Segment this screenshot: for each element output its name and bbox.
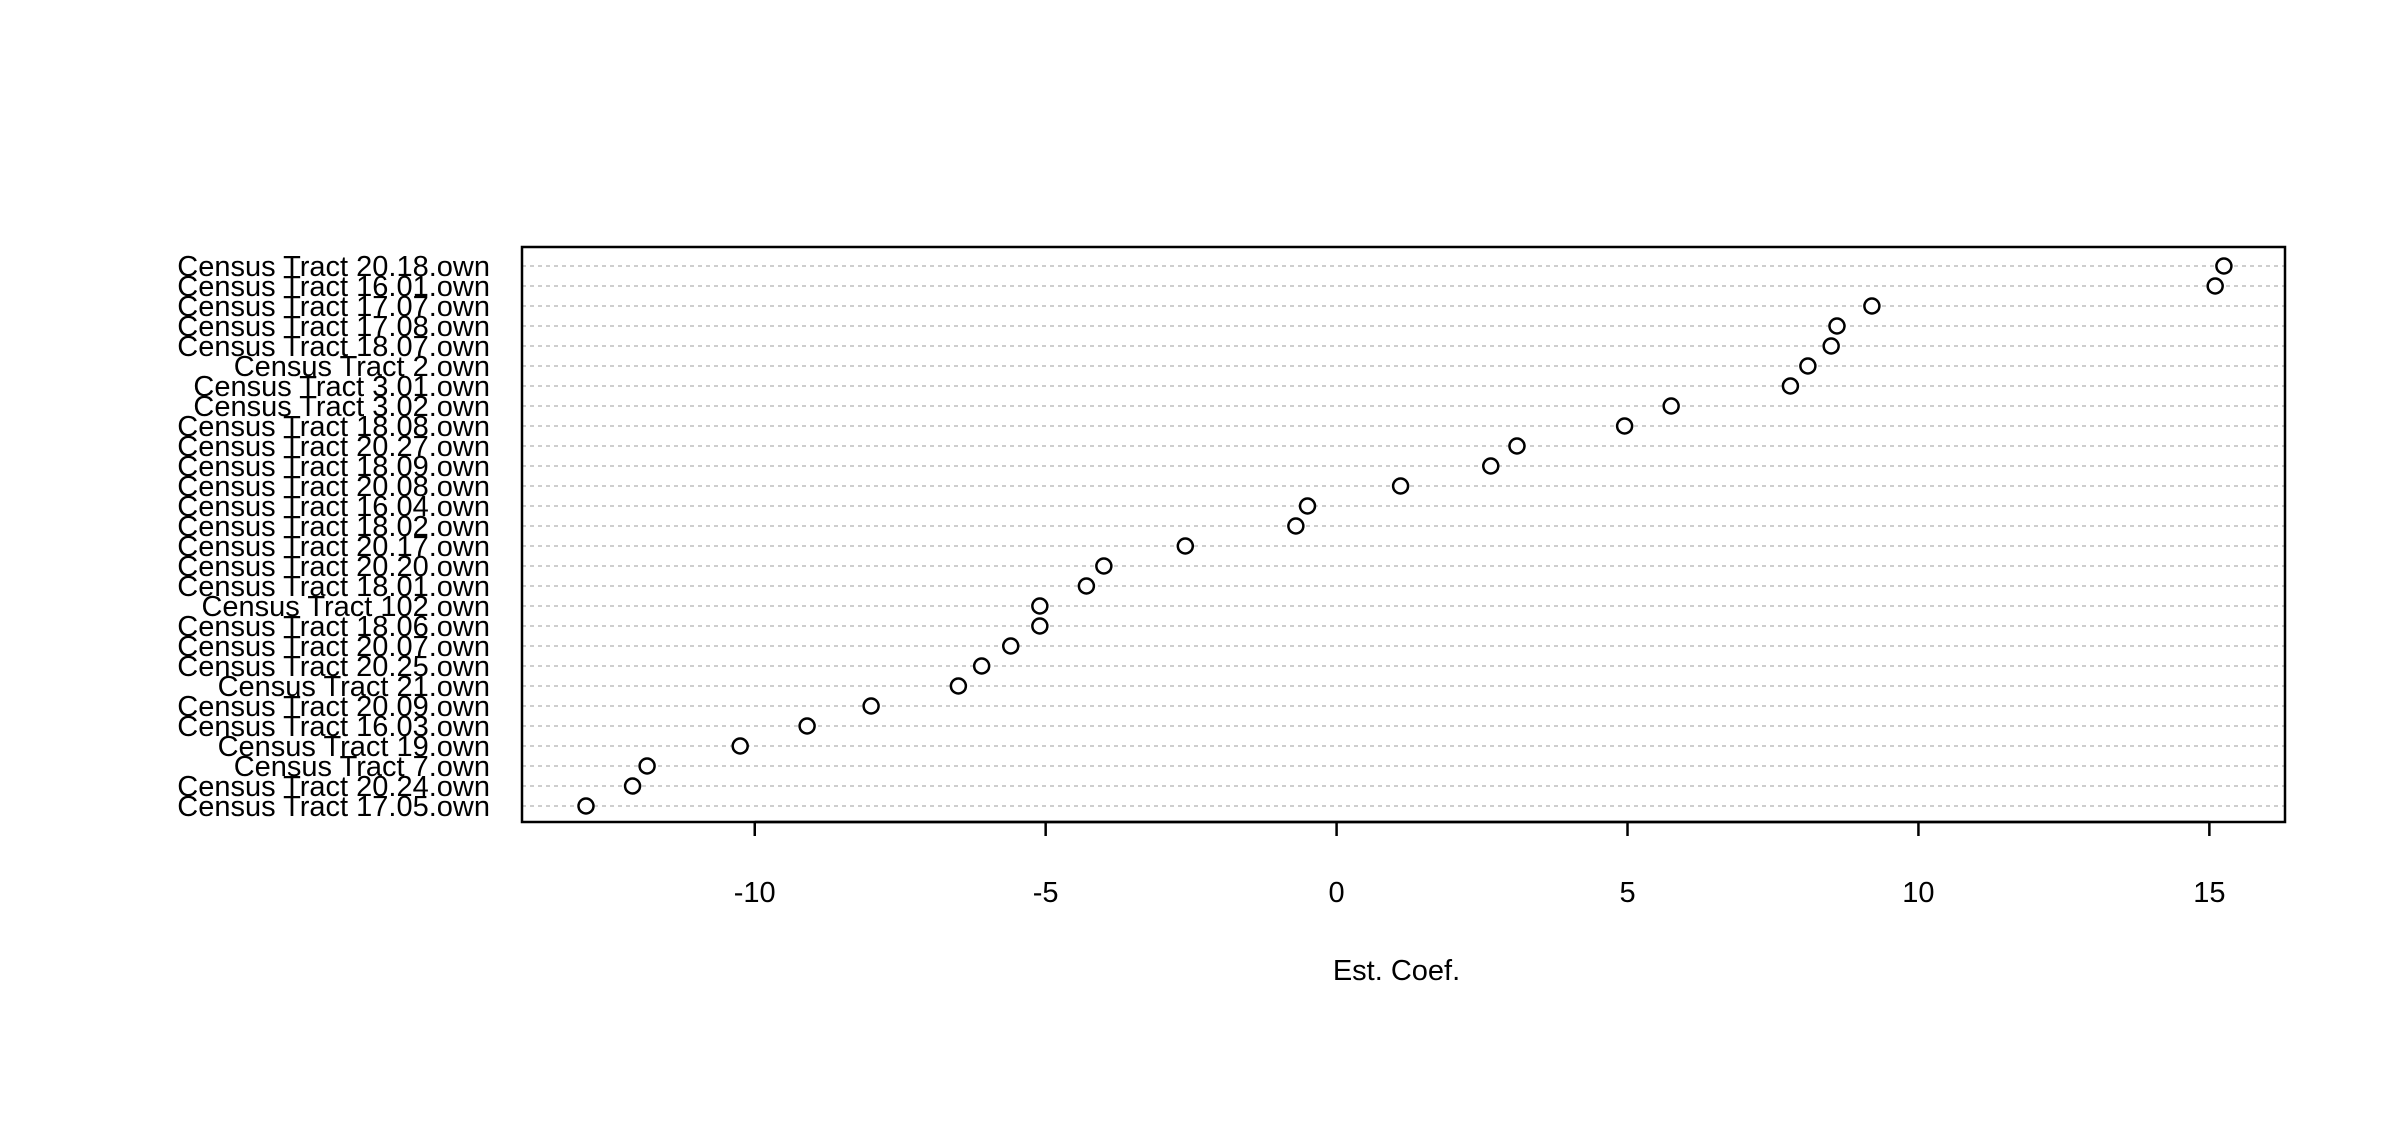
y-tick-label: Census Tract 102.own <box>201 591 490 623</box>
y-tick-label: Census Tract 20.18.own <box>177 251 490 283</box>
data-point <box>1828 317 1846 335</box>
y-tick-label: Census Tract 19.own <box>218 731 490 763</box>
data-point <box>1508 437 1526 455</box>
data-point <box>623 777 642 795</box>
data-point <box>638 757 656 775</box>
x-tick-label: 0 <box>1329 877 1345 909</box>
x-tick-label: -10 <box>734 877 776 909</box>
data-point <box>972 657 991 675</box>
y-tick-label: Census Tract 17.08.own <box>177 311 490 343</box>
y-tick-label: Census Tract 20.09.own <box>177 691 490 723</box>
x-axis: -10 -5 0 5 10 15 <box>734 820 2225 909</box>
y-tick-label: Census Tract 20.20.own <box>177 551 490 583</box>
data-point <box>1615 417 1634 435</box>
y-tick-label: Census Tract 3.02.own <box>193 391 490 423</box>
x-tick-label: 10 <box>1902 877 1934 909</box>
data-point <box>2206 277 2224 295</box>
y-tick-label: Census Tract 20.17.own <box>177 531 490 563</box>
data-point <box>2215 257 2233 275</box>
data-point <box>798 717 816 735</box>
data-point <box>1031 597 1049 615</box>
y-tick-label: Census Tract 20.27.own <box>177 431 490 463</box>
data-point <box>1822 337 1840 355</box>
y-tick-label: Census Tract 20.07.own <box>177 631 490 663</box>
data-point <box>1095 557 1113 575</box>
data-point <box>1391 477 1410 495</box>
data-point <box>577 797 595 815</box>
data-point <box>1799 357 1817 375</box>
data-point <box>1031 617 1049 635</box>
y-tick-label: Census Tract 17.05.own <box>177 791 490 823</box>
y-tick-label: Census Tract 7.own <box>234 751 490 783</box>
y-tick-label: Census Tract 20.24.own <box>177 771 490 803</box>
data-point <box>1002 637 1020 655</box>
y-tick-label: Census Tract 20.08.own <box>177 471 490 503</box>
y-tick-label: Census Tract 16.04.own <box>177 491 490 523</box>
plot-frame <box>520 245 2287 824</box>
data-point <box>949 677 968 695</box>
data-point <box>731 737 749 755</box>
y-tick-label: Census Tract 21.own <box>218 671 490 703</box>
data-point <box>862 697 880 715</box>
y-tick-label: Census Tract 18.08.own <box>177 411 490 443</box>
data-point <box>1482 457 1500 475</box>
data-points <box>577 257 2233 815</box>
y-tick-label: Census Tract 20.25.own <box>177 651 490 683</box>
y-tick-label: Census Tract 18.02.own <box>177 511 490 543</box>
data-point <box>1298 497 1317 515</box>
data-point <box>1863 297 1881 315</box>
x-axis-label: Est. Coef. <box>1333 955 1460 987</box>
y-tick-label: Census Tract 2.own <box>234 351 490 383</box>
x-tick-label: 15 <box>2193 877 2225 909</box>
data-point <box>1781 377 1800 395</box>
y-tick-label: Census Tract 16.01.own <box>177 271 490 303</box>
data-point <box>1287 517 1305 535</box>
y-tick-label: Census Tract 3.01.own <box>193 371 490 403</box>
y-tick-label: Census Tract 16.03.own <box>177 711 490 743</box>
y-tick-label: Census Tract 18.07.own <box>177 331 490 363</box>
data-point <box>1077 577 1096 595</box>
data-point <box>1662 397 1680 415</box>
y-tick-label: Census Tract 18.09.own <box>177 451 490 483</box>
x-tick-label: 5 <box>1619 877 1635 909</box>
y-tick-label: Census Tract 18.06.own <box>177 611 490 643</box>
grid-lines <box>522 265 2285 807</box>
data-point <box>1176 537 1195 555</box>
x-tick-label: -5 <box>1033 877 1059 909</box>
y-tick-label: Census Tract 17.07.own <box>177 291 490 323</box>
y-tick-label: Census Tract 18.01.own <box>177 571 490 603</box>
